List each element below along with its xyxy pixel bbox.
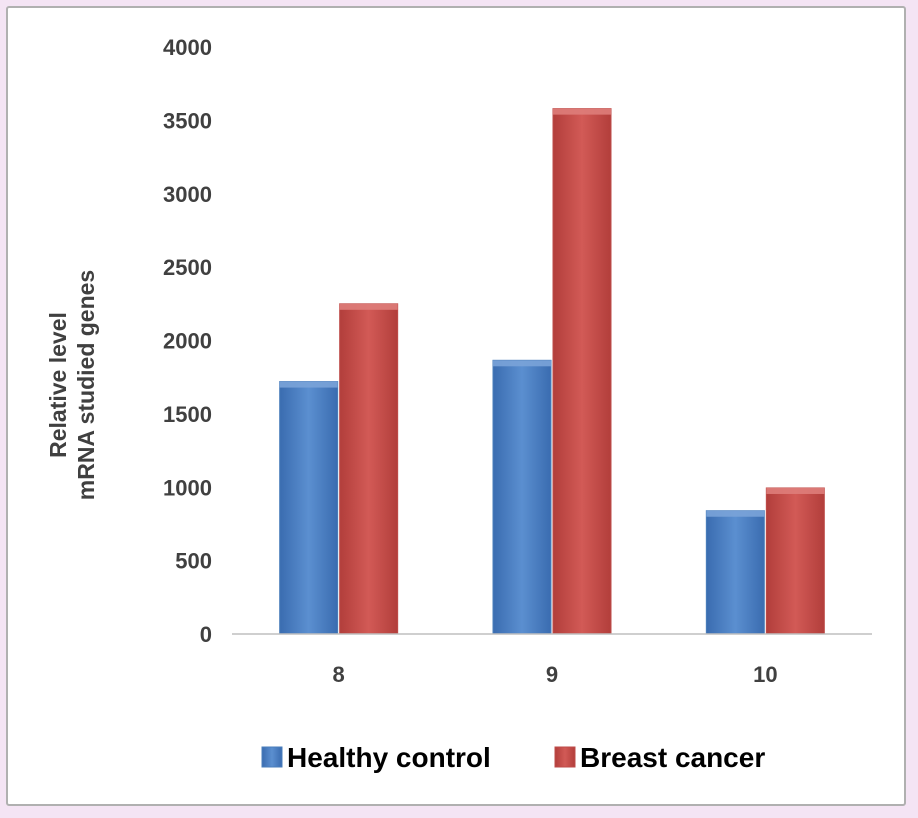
bar-cap	[279, 381, 338, 388]
y-axis-title: Relative level mRNA studied genes	[45, 270, 99, 500]
legend-swatch	[261, 746, 283, 768]
y-tick-label: 0	[200, 622, 212, 647]
legend: Healthy control Breast cancer	[261, 742, 765, 773]
bar	[339, 303, 399, 635]
chart-frame	[6, 6, 906, 806]
bar	[705, 510, 765, 635]
bar-cap	[339, 303, 398, 310]
bar-body	[705, 510, 765, 635]
bar	[552, 108, 612, 635]
y-tick-label: 2500	[163, 255, 212, 280]
x-axis-tick-labels: 8 9 10	[333, 662, 778, 687]
bar-cap	[706, 510, 765, 517]
y-axis-title-line: Relative level	[45, 312, 71, 458]
legend-label: Breast cancer	[580, 742, 765, 773]
y-tick-label: 4000	[163, 35, 212, 60]
y-tick-label: 3500	[163, 108, 212, 133]
bar-body	[279, 381, 339, 635]
bar-cap	[766, 487, 825, 494]
bar-cap	[493, 360, 551, 367]
y-axis-tick-labels: 0 500 1000 1500 2000 2500 3000 3500 4000	[163, 35, 212, 647]
y-tick-label: 2000	[163, 329, 212, 354]
x-tick-label: 9	[546, 662, 558, 687]
x-tick-label: 8	[333, 662, 345, 687]
bar	[279, 381, 339, 635]
bar-body	[552, 108, 612, 635]
bar-body	[765, 487, 825, 635]
legend-item: Breast cancer	[554, 742, 765, 773]
bars	[279, 108, 825, 635]
y-tick-label: 3000	[163, 182, 212, 207]
y-tick-label: 1500	[163, 402, 212, 427]
y-tick-label: 500	[175, 549, 212, 574]
x-tick-label: 10	[753, 662, 777, 687]
legend-label: Healthy control	[287, 742, 491, 773]
y-axis-title-line: mRNA studied genes	[73, 270, 99, 500]
bar-body	[492, 359, 552, 635]
legend-swatch	[554, 746, 576, 768]
bar	[765, 487, 825, 635]
y-tick-label: 1000	[163, 475, 212, 500]
legend-item: Healthy control	[261, 742, 491, 773]
bar	[492, 359, 552, 635]
bar-body	[339, 303, 399, 635]
bar-cap	[553, 108, 611, 115]
